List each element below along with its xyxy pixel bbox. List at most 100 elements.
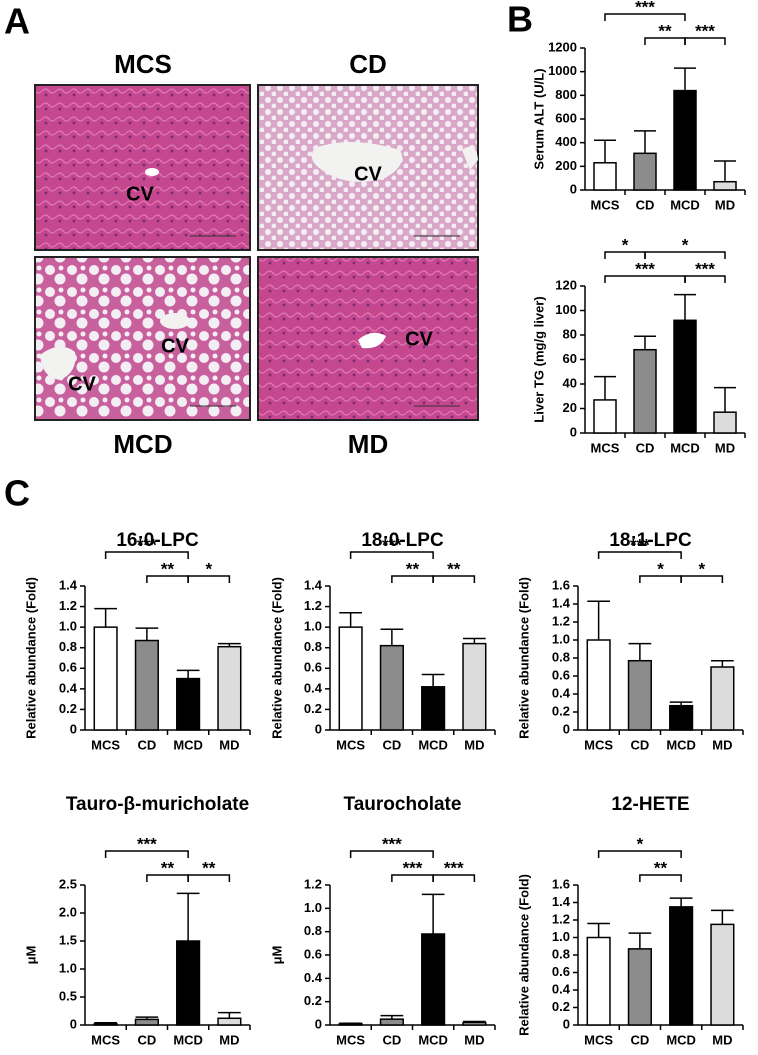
x-tick-label: MD xyxy=(219,737,239,752)
x-tick-label: MCS xyxy=(591,197,620,212)
bar xyxy=(462,642,487,731)
x-tick-label: MCS xyxy=(591,440,620,455)
bar xyxy=(93,626,118,731)
y-tick-label: 0 xyxy=(563,1016,570,1031)
y-tick-label: 0 xyxy=(70,1016,77,1031)
significance-bracket xyxy=(432,874,476,882)
significance-bracket xyxy=(187,575,231,583)
significance-bracket xyxy=(187,874,231,882)
significance-bracket xyxy=(349,850,434,858)
significance-label: ** xyxy=(658,21,672,40)
y-tick-label: 800 xyxy=(555,87,577,102)
significance-bracket xyxy=(684,37,726,45)
y-axis-label: Relative abundance (Fold) xyxy=(516,874,531,1036)
x-tick-label: MCD xyxy=(173,737,203,752)
y-tick-label: 2.0 xyxy=(59,904,77,919)
y-tick-label: 0.4 xyxy=(552,981,571,996)
y-tick-label: 1.4 xyxy=(552,894,571,909)
bar xyxy=(593,162,617,191)
significance-label: ** xyxy=(654,858,668,877)
x-tick-label: MCD xyxy=(418,1032,448,1047)
bar xyxy=(710,666,735,731)
significance-label: ** xyxy=(161,858,175,877)
panel-letter: A xyxy=(4,1,30,42)
significance-bracket xyxy=(104,551,189,559)
y-tick-label: 20 xyxy=(563,400,577,415)
histology-image xyxy=(257,256,479,421)
significance-label: *** xyxy=(695,259,715,278)
y-tick-label: 0 xyxy=(570,424,577,439)
y-tick-label: 1.2 xyxy=(552,911,570,926)
significance-bracket xyxy=(432,575,476,583)
x-tick-label: CD xyxy=(137,1032,156,1047)
x-tick-label: CD xyxy=(636,440,655,455)
bar xyxy=(176,677,201,731)
bar xyxy=(633,348,657,434)
y-tick-label: 0.2 xyxy=(552,703,570,718)
x-tick-label: MCD xyxy=(418,737,448,752)
x-tick-label: MCS xyxy=(336,737,365,752)
bar xyxy=(627,948,652,1026)
bar xyxy=(421,933,446,1026)
significance-bracket xyxy=(639,874,682,882)
y-axis-label: Relative abundance (Fold) xyxy=(516,577,531,739)
significance-bracket xyxy=(349,551,434,559)
y-tick-label: 0.6 xyxy=(552,964,570,979)
x-tick-label: MCD xyxy=(666,737,696,752)
bar xyxy=(338,626,363,731)
y-tick-label: 1.5 xyxy=(59,932,77,947)
y-tick-label: 0.6 xyxy=(59,660,77,675)
panel-letter: B xyxy=(507,0,533,40)
x-tick-label: CD xyxy=(382,737,401,752)
y-axis-label: μM xyxy=(269,946,284,965)
y-tick-label: 600 xyxy=(555,110,577,125)
bar xyxy=(338,1023,363,1026)
x-tick-label: MD xyxy=(715,440,735,455)
significance-bracket xyxy=(684,275,726,283)
y-tick-label: 0.6 xyxy=(552,667,570,682)
bar xyxy=(586,639,611,731)
chart-title: Taurocholate xyxy=(344,794,462,815)
significance-label: *** xyxy=(630,535,650,554)
y-tick-label: 1.2 xyxy=(304,876,322,891)
y-tick-label: 200 xyxy=(555,158,577,173)
x-tick-label: MD xyxy=(464,1032,484,1047)
significance-label: *** xyxy=(403,858,423,877)
bar xyxy=(593,399,617,434)
significance-label: * xyxy=(622,235,629,254)
y-tick-label: 0.4 xyxy=(304,970,323,985)
y-tick-label: 1000 xyxy=(548,63,577,78)
bar xyxy=(379,644,404,731)
cv-label: CV xyxy=(161,335,189,357)
y-tick-label: 0.2 xyxy=(59,701,77,716)
chart-title: 18:1-LPC xyxy=(609,530,692,551)
y-tick-label: 1.6 xyxy=(552,577,570,592)
histology-image xyxy=(257,84,479,251)
y-tick-label: 120 xyxy=(555,277,577,292)
y-tick-label: 1.2 xyxy=(304,598,322,613)
y-tick-label: 0.4 xyxy=(552,685,571,700)
y-tick-label: 0 xyxy=(563,721,570,736)
bar xyxy=(633,152,657,191)
y-tick-label: 60 xyxy=(563,351,577,366)
bar xyxy=(673,89,697,191)
bar xyxy=(421,686,446,731)
bar xyxy=(713,180,737,191)
y-tick-label: 0.4 xyxy=(59,680,78,695)
cv-label: CV xyxy=(354,163,382,185)
x-tick-label: MD xyxy=(712,737,732,752)
significance-label: *** xyxy=(695,21,715,40)
bar xyxy=(669,906,694,1026)
y-tick-label: 0.2 xyxy=(304,993,322,1008)
y-tick-label: 1.2 xyxy=(552,613,570,628)
x-tick-label: MCD xyxy=(670,197,700,212)
x-tick-label: MD xyxy=(715,197,735,212)
x-tick-label: MCS xyxy=(91,737,120,752)
significance-bracket xyxy=(597,850,682,858)
histology-title: CD xyxy=(349,49,387,79)
bar xyxy=(713,411,737,434)
significance-label: *** xyxy=(137,535,157,554)
significance-label: ** xyxy=(447,559,461,578)
y-tick-label: 0.8 xyxy=(304,923,322,938)
